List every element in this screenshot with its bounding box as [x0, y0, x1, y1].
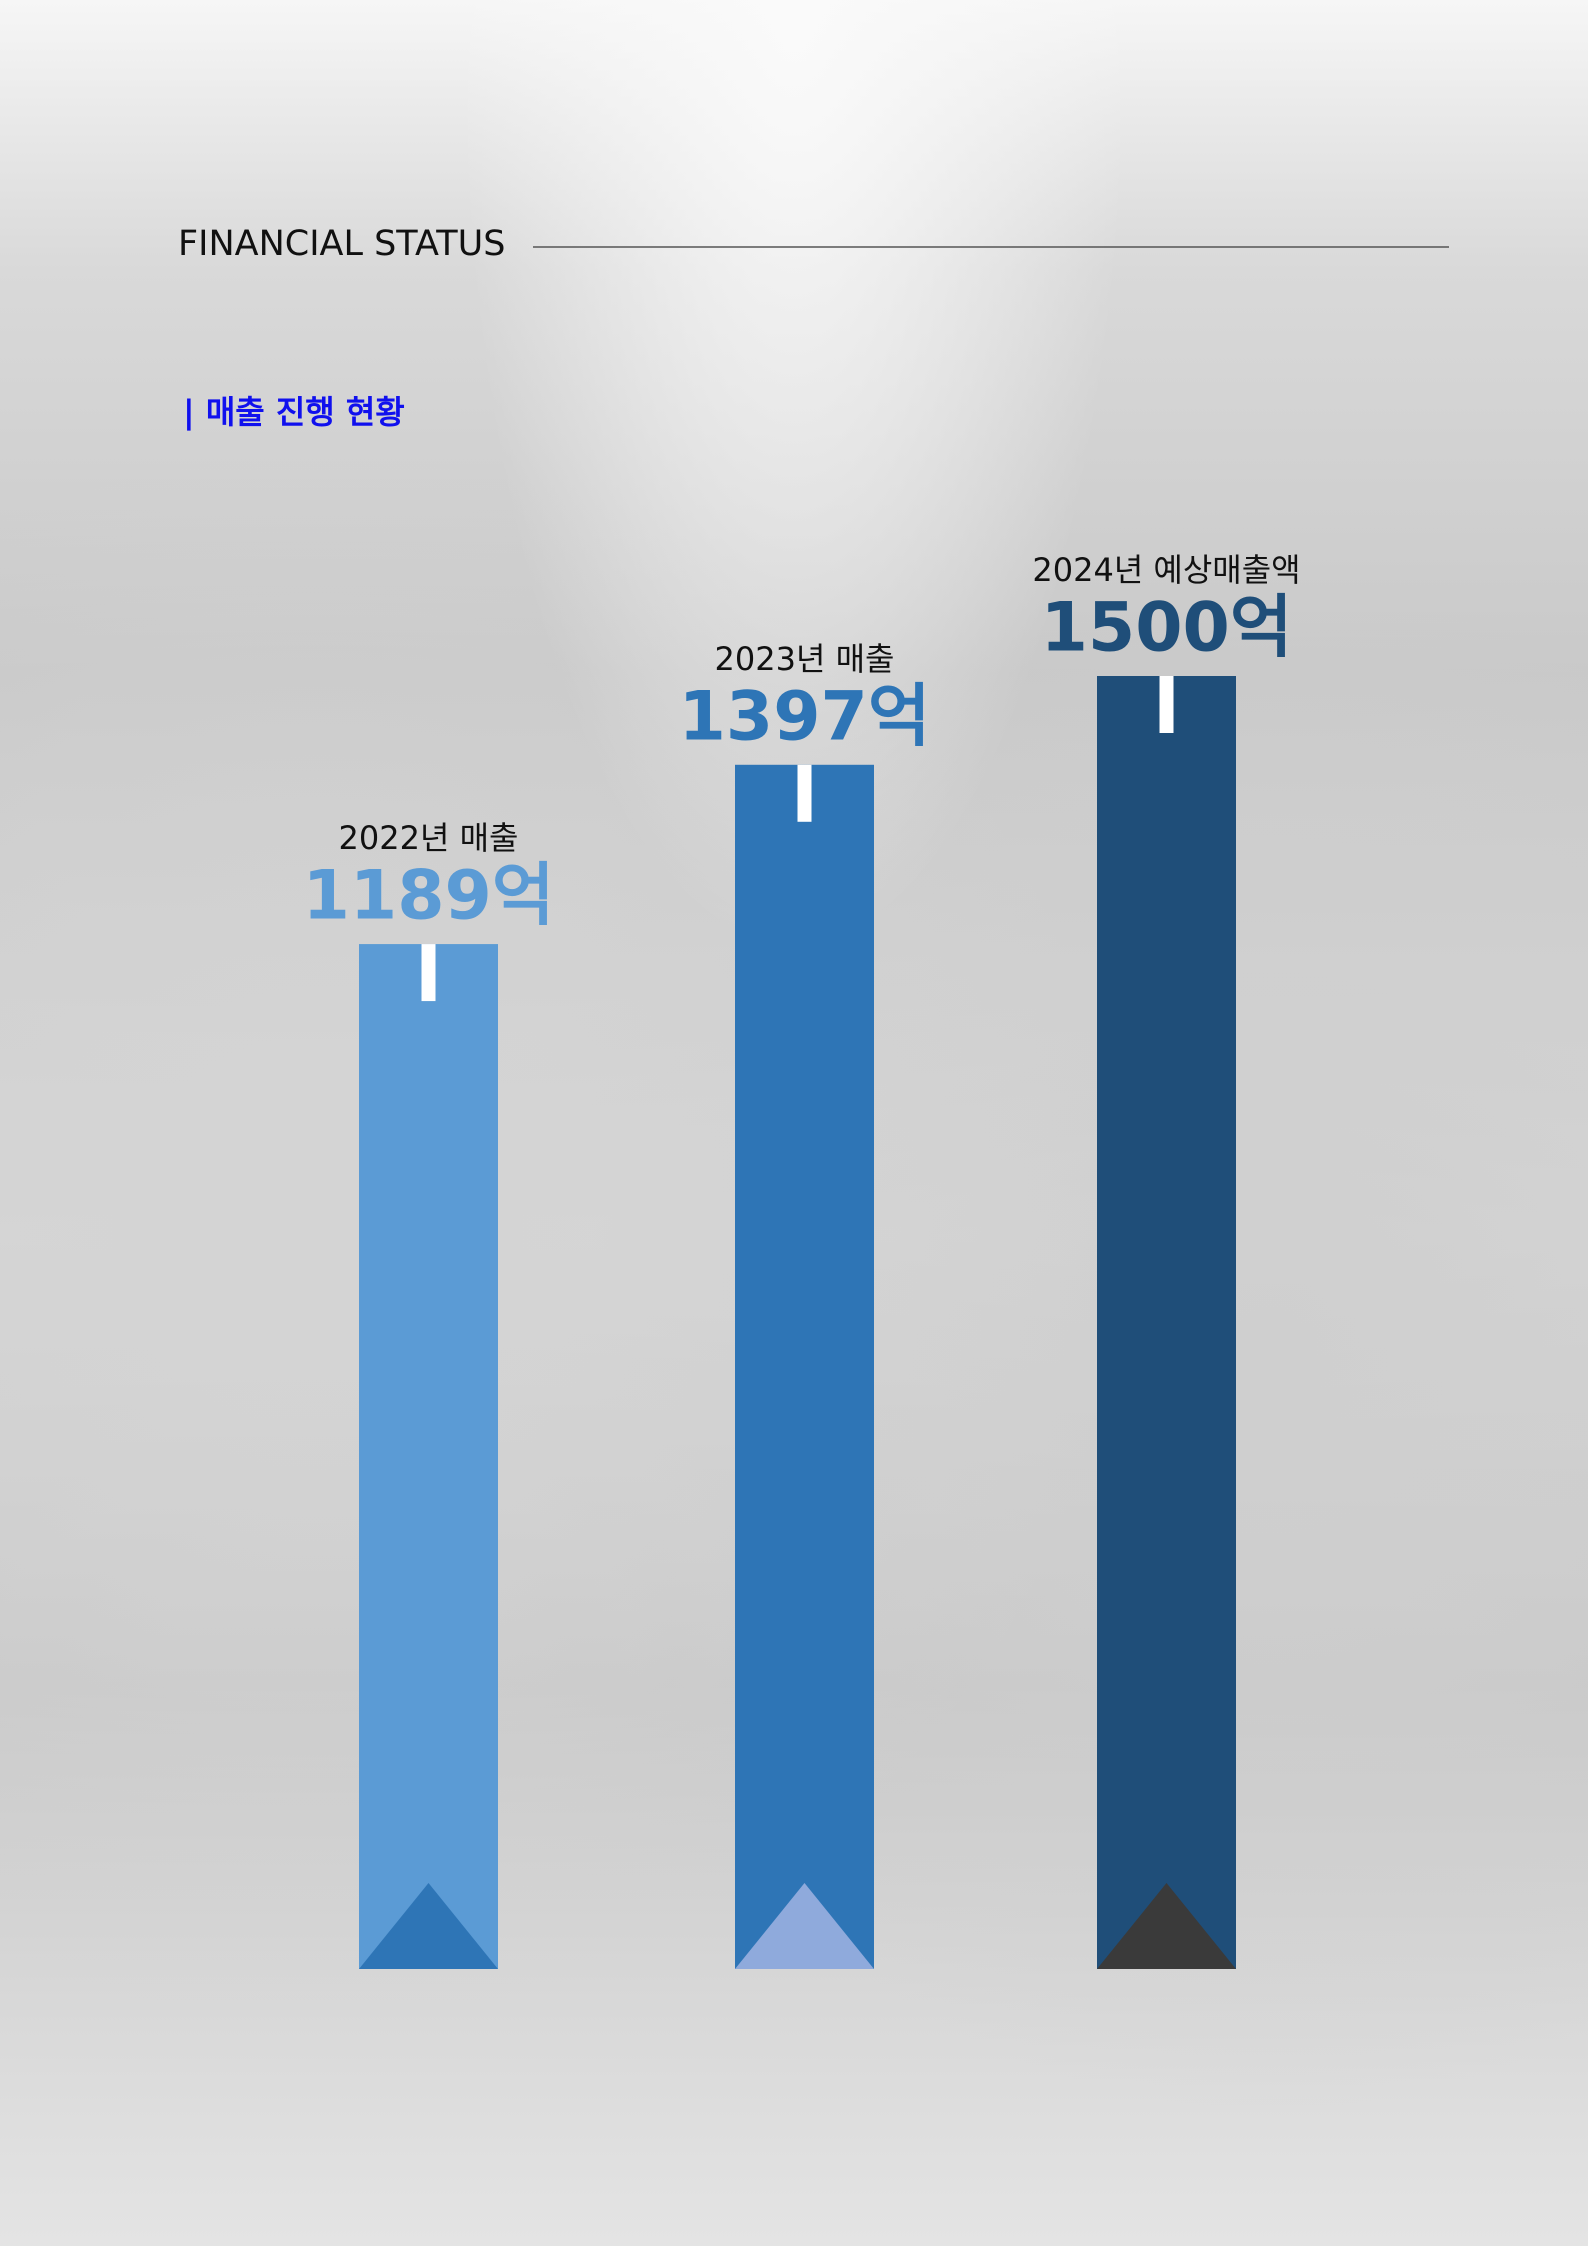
- category-label: 2023년 매출: [715, 640, 895, 678]
- bar-triangle: [359, 1883, 498, 1969]
- value-label: 1500억: [1041, 589, 1293, 668]
- bar: [359, 944, 498, 1969]
- category-label: 2024년 예상매출액: [1032, 551, 1300, 589]
- page-title: FINANCIAL STATUS: [178, 224, 505, 264]
- bar-triangle: [1097, 1883, 1236, 1969]
- bar-notch: [1159, 676, 1174, 733]
- bar-notch: [421, 944, 436, 1002]
- section-title: | 매출 진행 현황: [183, 393, 405, 432]
- bar: [1097, 676, 1236, 1969]
- bar-notch: [797, 764, 812, 822]
- bar: [735, 764, 874, 1969]
- value-label: 1189억: [303, 857, 555, 936]
- category-label: 2022년 매출: [339, 819, 519, 857]
- value-label: 1397억: [679, 677, 931, 756]
- bar-triangle: [735, 1883, 874, 1969]
